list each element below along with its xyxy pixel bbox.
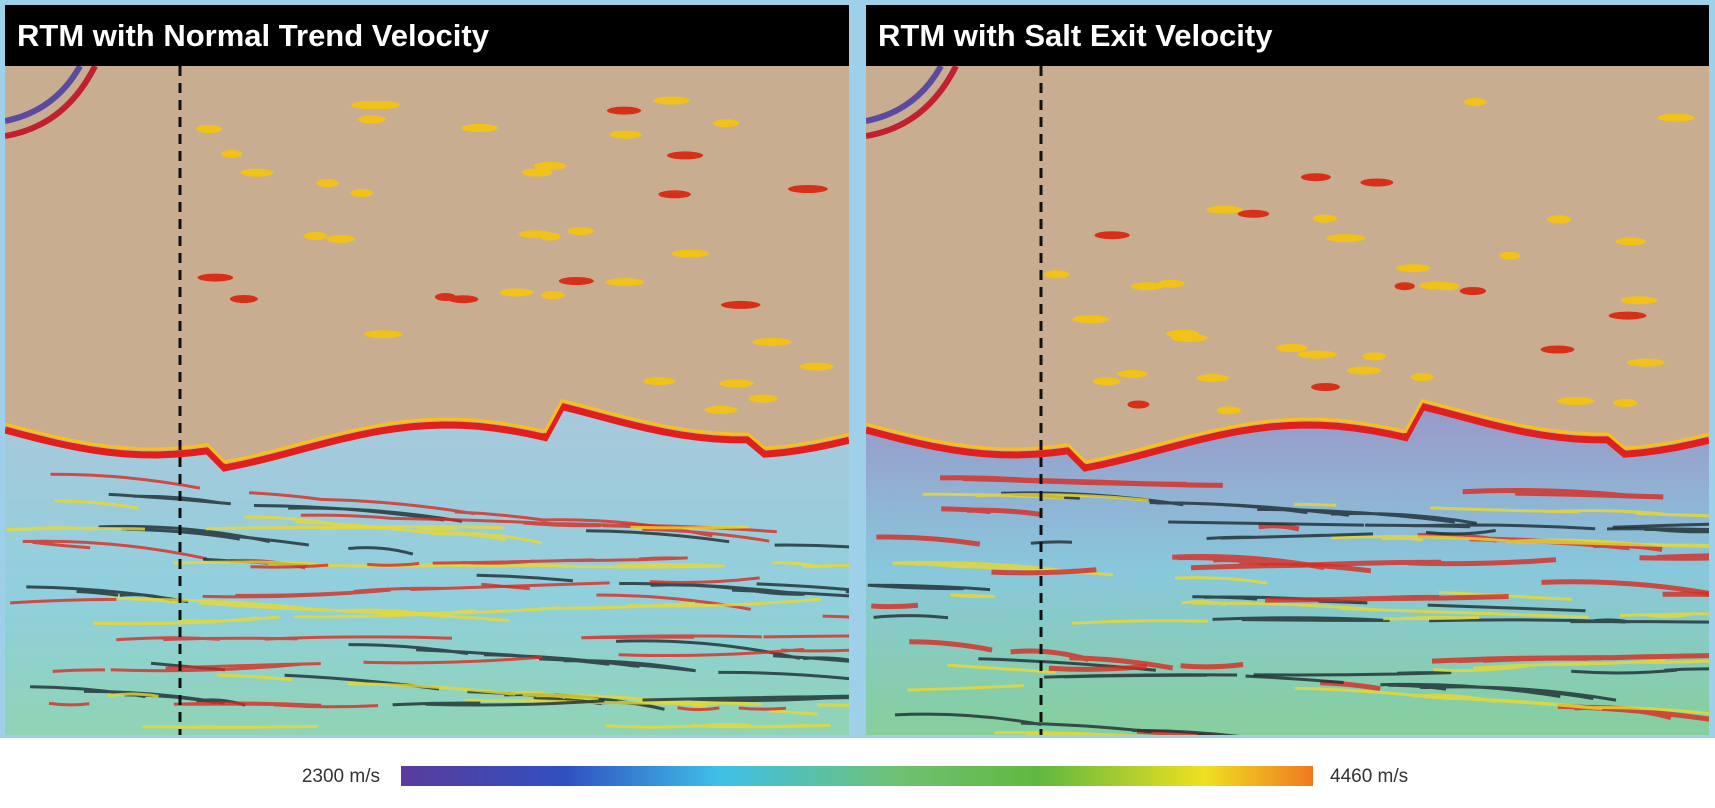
event [461,124,498,132]
event [713,119,739,127]
event [304,232,328,240]
event [667,151,703,159]
event [1131,282,1164,290]
event [705,406,738,414]
event [350,189,372,197]
event [358,115,385,123]
event [1616,237,1646,245]
event [568,227,594,235]
event [1460,287,1486,295]
event [1313,215,1337,223]
event [658,190,690,198]
event [1206,206,1242,214]
event [1434,282,1460,290]
event [435,293,456,301]
event [196,125,222,133]
event [1276,344,1307,352]
event [1127,401,1149,409]
event [559,277,594,285]
event [1326,234,1365,242]
event [327,235,356,243]
event [1557,397,1594,405]
event [721,301,761,309]
event [1117,370,1148,378]
event [609,131,641,139]
colorbar-max-label: 4460 m/s [1330,766,1408,787]
event [1627,359,1665,367]
event [519,230,551,238]
event [800,363,834,371]
event [643,377,675,385]
seismic-panel [866,66,1715,779]
event [1094,231,1129,239]
page: RTM with Normal Trend Velocity RTM with S… [0,0,1715,808]
event [1621,296,1658,304]
event [1238,210,1270,218]
event [316,179,339,187]
event [752,338,791,346]
event [1499,252,1520,260]
seismic-panel [5,66,971,790]
event [749,395,778,403]
event [1609,312,1647,320]
event [1311,383,1340,391]
event [1171,334,1207,342]
event [1396,264,1430,272]
event [1217,406,1241,414]
event [1657,114,1694,122]
colorbar-min-label: 2300 m/s [302,766,380,787]
event [1347,366,1381,374]
event [1541,346,1575,354]
event [1464,98,1487,106]
event [240,169,273,177]
event [672,250,709,258]
event [221,150,242,158]
event [230,295,258,303]
event [541,291,565,299]
event [534,162,567,170]
event [719,380,753,388]
event [605,278,644,286]
event [653,97,690,105]
panels: RTM with Normal Trend Velocity RTM with S… [5,5,1715,790]
event [1297,351,1337,359]
event [1411,373,1434,381]
event [1093,377,1121,385]
event [500,289,534,297]
event [198,274,234,282]
event [1196,374,1228,382]
event [1360,179,1393,187]
event [1301,173,1331,181]
panel-title: RTM with Normal Trend Velocity [17,18,490,53]
event [607,107,641,115]
event [351,101,388,109]
event [1363,352,1387,360]
event [1613,399,1637,407]
event [1395,282,1415,290]
colorbar [401,766,1313,786]
event [1072,315,1109,323]
figure: RTM with Normal Trend Velocity RTM with S… [0,0,1715,808]
event [1044,270,1069,278]
event [1547,215,1571,223]
event [364,330,403,338]
event [788,185,828,193]
panel-title: RTM with Salt Exit Velocity [878,18,1273,53]
